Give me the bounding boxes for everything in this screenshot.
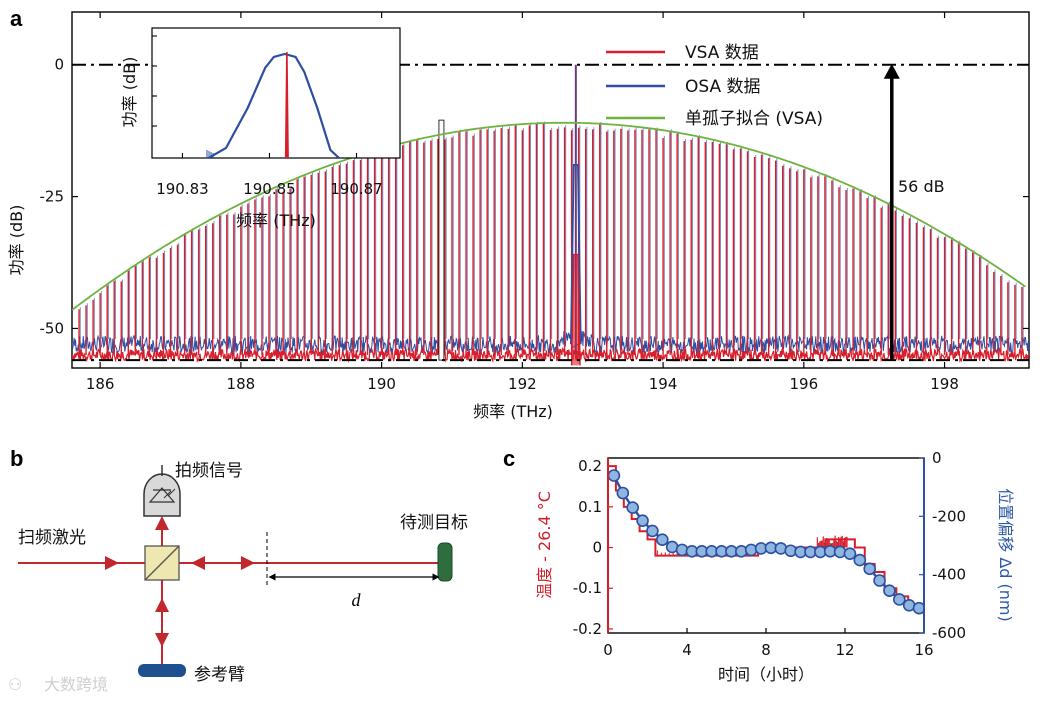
pump-osa-feature [570,164,582,345]
panel-c-label: c [503,446,515,471]
c-x-tick-label: 0 [603,641,613,659]
temperature-trace [608,465,924,614]
dynamic-range-arrowhead [883,63,900,79]
position-marker [616,486,630,500]
inset-xlabel: 频率 (THz) [236,211,316,230]
y-tick-label: -25 [40,188,65,206]
c-left-tick-label: -0.2 [573,620,602,638]
inset-vsa-line [284,52,289,158]
panel-a-label: a [10,6,23,31]
panel-a-chart: 186 188 190 192 194 196 198 0 -25 -50 VSA 数据 OSA … [7,11,1030,421]
fit-curve [72,121,1027,311]
c-right-tick-label: -600 [932,624,966,642]
x-tick-label: 188 [227,375,256,393]
inset-background [151,27,401,159]
c-left-tick-label: -0.1 [573,579,602,597]
annotation-56db: 56 dB [898,177,945,196]
position-marker [646,524,659,538]
swept-laser-label: 扫频激光 [18,528,86,548]
inset: 190.83 190.85 190.87 频率 (THz) 功率 (dB) [120,27,401,230]
position-marker [912,601,924,615]
position-marker [893,593,906,606]
filtered-line-gap [438,119,445,361]
watermark: ⚇ 大数跨境 [8,675,108,694]
position-marker [636,514,649,528]
position-marker [863,562,876,576]
legend-label-fit: 单孤子拟合 (VSA) [685,109,823,129]
legend-label-osa: OSA 数据 [685,77,761,97]
c-left-tick-label: 0.2 [578,457,602,475]
x-tick-label: 198 [930,375,959,393]
x-tick-label: 192 [508,375,537,393]
y-tick-label: 0 [54,56,64,74]
reference-arm-label: 参考臂 [194,665,245,685]
x-tick-label: 190 [367,375,396,393]
photodetector [143,465,181,517]
target-object [437,542,453,582]
inset-osa-curve [208,52,340,158]
position-marker [843,547,857,560]
c-right-tick-label: 0 [932,449,942,467]
y-tick-label: -50 [40,319,65,337]
inset-ylabel: 功率 (dB) [120,57,139,128]
x-tick-label: 196 [790,375,819,393]
inset-x-tick-label: 190.87 [330,180,383,198]
panel-c-chart: 0 4 8 12 160.20.10-0.1-0.20-200-400-600 时间（小… [535,449,1015,684]
beat-signal-label: 拍频信号 [175,461,243,481]
position-marker [656,533,669,546]
c-x-tick-label: 4 [682,641,692,659]
osa-noise-floor [72,330,1029,355]
distance-label: d [352,590,362,610]
beam-splitter-diagonal [144,545,180,581]
position-marker [883,584,896,598]
panel-a-ylabel: 功率 (dB) [7,205,26,276]
c-right-tick-label: -200 [932,507,966,525]
target-label: 待测目标 [400,513,468,533]
c-left-tick-label: 0.1 [578,498,602,516]
c-left-tick-label: 0 [592,539,602,557]
position-marker [853,553,867,567]
panel-c-xlabel: 时间（小时） [718,665,814,684]
legend-label-vsa: VSA 数据 [685,43,759,63]
x-tick-label: 186 [86,375,115,393]
c-right-tick-label: -400 [932,566,966,584]
watermark-text: 大数跨境 [44,675,108,694]
panel-a-xlabel: 频率 (THz) [473,402,553,421]
position-marker [626,501,639,514]
panel-b-diagram: d 拍频信号 扫频激光 待测目标 参考臂 [18,461,468,685]
inset-x-tick-label: 190.83 [156,180,209,198]
panel-b-label: b [10,446,23,471]
panel-c-ylabel-left: 温度 - 26.4 °C [535,491,554,599]
reference-mirror [138,664,186,677]
panel-c-ylabel-right: 位置偏移 Δd (nm) [996,488,1015,622]
c-x-tick-label: 12 [835,641,854,659]
c-x-tick-label: 8 [761,641,771,659]
position-marker [873,574,886,587]
watermark-icon: ⚇ [8,675,22,694]
c-x-tick-label: 16 [914,641,933,659]
panel-a-frame [71,11,1030,369]
legend: VSA 数据 OSA 数据 单孤子拟合 (VSA) [606,43,823,129]
x-tick-label: 194 [649,375,678,393]
position-marker [608,469,621,482]
pump-vsa-feature [570,253,581,366]
inset-x-tick-label: 190.85 [243,180,296,198]
